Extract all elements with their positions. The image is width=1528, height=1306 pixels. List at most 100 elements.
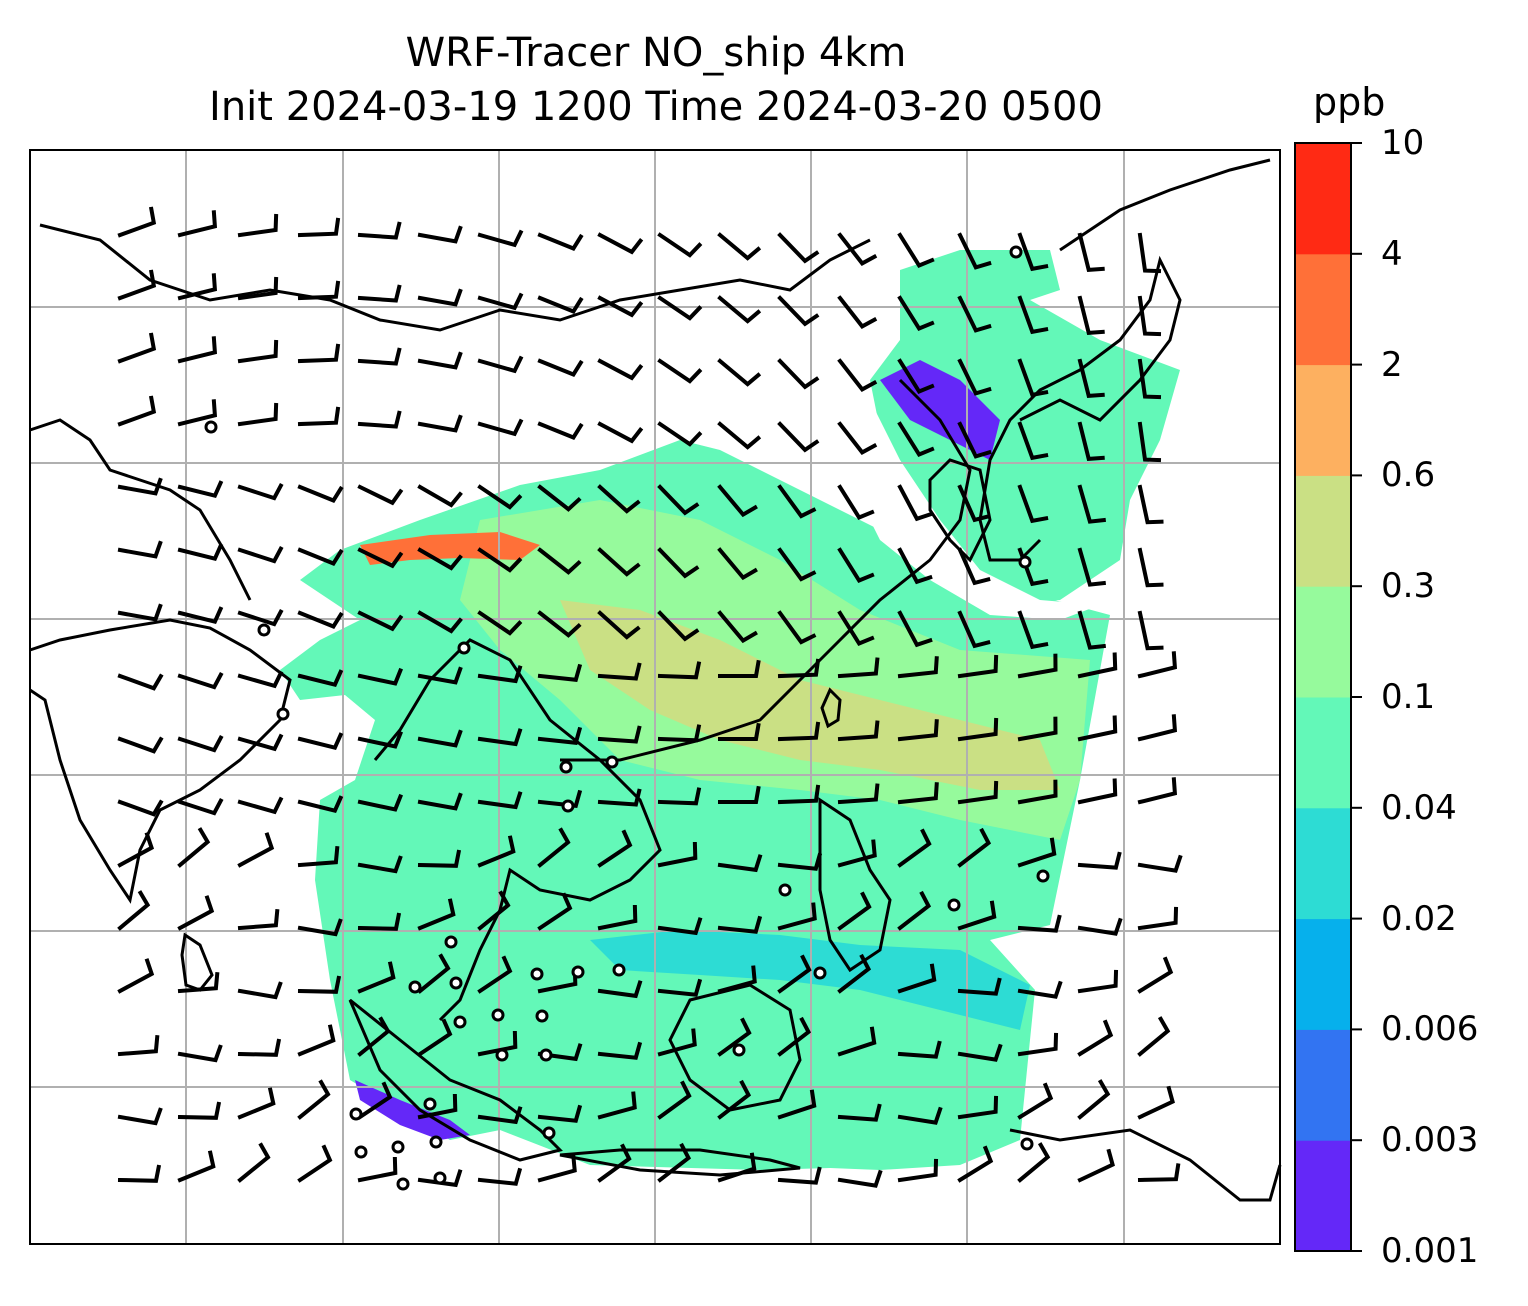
wind-barb (237, 1038, 282, 1057)
wind-barb (1077, 610, 1107, 650)
wind-barb (1137, 854, 1183, 873)
wind-barb (417, 792, 463, 811)
wind-barb (1017, 610, 1049, 650)
wind-barb (1077, 851, 1122, 870)
wind-barb (777, 484, 817, 519)
station-marker (457, 641, 471, 655)
wind-barb (237, 1142, 271, 1183)
map-frame (29, 149, 1281, 1245)
wind-barb (417, 547, 463, 571)
wind-barb (537, 358, 584, 377)
wind-barb (417, 225, 463, 244)
wind-barb (117, 477, 163, 496)
wind-barb (297, 669, 344, 688)
wind-barb (297, 975, 342, 994)
wind-barb (297, 1079, 331, 1120)
wind-barb (297, 610, 344, 629)
wind-barb (417, 729, 463, 748)
coastline-java (559, 1148, 801, 1177)
colorbar-segment (1295, 586, 1351, 698)
wind-barb (1017, 421, 1049, 461)
wind-barb (237, 733, 284, 752)
wind-barb (897, 547, 933, 585)
colorbar-tick-label: 0.3 (1381, 566, 1436, 607)
wind-barb (417, 610, 463, 634)
wind-barb (477, 610, 523, 636)
wind-barb (297, 918, 343, 937)
wind-barb (477, 355, 524, 374)
wind-barb (537, 1104, 583, 1123)
wind-barb (597, 358, 644, 381)
wind-barb (537, 663, 583, 682)
wind-barb (657, 917, 703, 936)
wind-barb (417, 484, 463, 508)
wind-barb (837, 657, 880, 679)
wind-barb (477, 955, 513, 994)
wind-barb (777, 1016, 812, 1057)
wind-barb (657, 841, 698, 868)
wind-barb (237, 213, 279, 238)
wind-barb (897, 358, 935, 394)
wind-barb (177, 480, 224, 499)
wind-barb (897, 232, 935, 268)
station-marker (561, 799, 575, 813)
coastline-china (560, 378, 972, 762)
station-marker (391, 1140, 405, 1154)
wind-barb (477, 547, 523, 573)
wind-barb (477, 418, 524, 437)
wind-barb (777, 721, 821, 742)
wind-barb (1077, 484, 1107, 524)
wind-barb (837, 358, 878, 392)
wind-barb (1137, 1085, 1175, 1120)
wind-barb (1017, 358, 1049, 398)
wind-barb (837, 1026, 877, 1057)
wind-barb (777, 1089, 817, 1120)
wind-barb (237, 608, 284, 627)
wind-barb (417, 288, 463, 307)
wind-barb (1137, 358, 1162, 400)
coastline-philippines (818, 797, 892, 973)
wind-barb (297, 406, 341, 427)
wind-barb (1137, 906, 1179, 931)
wind-barb (717, 915, 763, 934)
wind-barb (117, 958, 155, 994)
wind-barb (657, 484, 700, 516)
wind-barb (297, 547, 344, 566)
wind-barb (897, 484, 933, 522)
wind-barb (1077, 421, 1105, 462)
wind-barb (1017, 779, 1058, 805)
wind-barb (1137, 421, 1162, 463)
wind-barb (1077, 1019, 1114, 1057)
coastline-taiwan (820, 687, 842, 729)
wind-barb (1077, 778, 1118, 805)
colorbar-segment (1295, 1140, 1351, 1252)
station-marker (453, 1015, 467, 1029)
wind-barb (237, 1087, 276, 1120)
wind-barb (477, 1167, 523, 1186)
wind-barb (1077, 547, 1107, 587)
wind-barb (657, 661, 702, 680)
wind-barb (237, 981, 283, 1000)
wind-barb (117, 269, 157, 301)
colorbar-tick-label: 0.02 (1381, 898, 1457, 939)
wind-barb (417, 351, 463, 370)
wind-barb (477, 890, 511, 931)
wind-barb (297, 1144, 333, 1183)
wind-barb (117, 673, 164, 691)
wind-barb (717, 1152, 757, 1183)
wind-barb (297, 732, 344, 751)
wind-barb (357, 347, 402, 366)
station-marker (204, 420, 218, 434)
wind-barb (717, 232, 762, 261)
wind-barb (1137, 295, 1162, 337)
wind-barb (1137, 547, 1164, 588)
wind-barb (597, 421, 644, 444)
colorbar-tick-label: 4 (1381, 233, 1403, 274)
wind-barb (297, 484, 344, 503)
wind-barb (1137, 714, 1178, 742)
tracer-field-white-gap (850, 400, 1100, 620)
wind-barb (417, 849, 462, 868)
wind-barb (117, 799, 164, 817)
wind-barb (237, 402, 279, 427)
wind-barb (477, 728, 523, 747)
